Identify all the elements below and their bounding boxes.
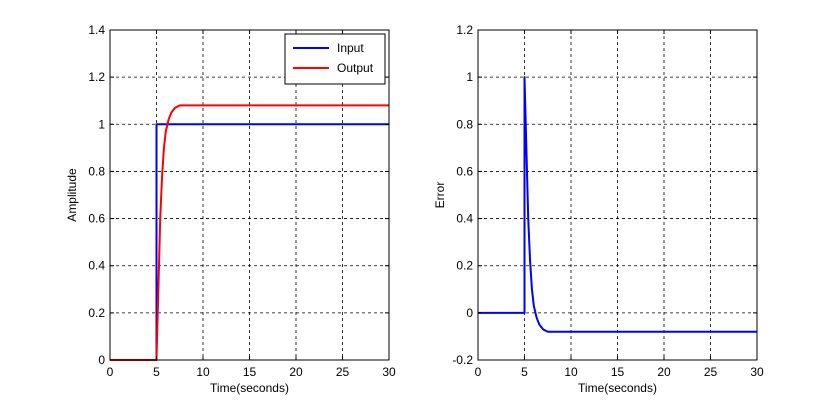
x-axis-label: Time(seconds) xyxy=(578,381,657,395)
x-tick-label: 0 xyxy=(475,365,482,379)
x-axis-label: Time(seconds) xyxy=(210,381,289,395)
x-tick-label: 30 xyxy=(382,365,396,379)
y-tick-label: 0.4 xyxy=(88,259,105,273)
y-axis-label: Amplitude xyxy=(65,168,79,222)
x-tick-label: 5 xyxy=(521,365,528,379)
x-tick-label: 20 xyxy=(289,365,303,379)
x-tick-label: 10 xyxy=(564,365,578,379)
y-tick-label: 1.2 xyxy=(456,23,473,37)
series-line-error xyxy=(478,76,757,333)
y-tick-label: 0 xyxy=(98,353,105,367)
legend-box xyxy=(284,33,386,85)
chart-1: 0 5 10 15 20 25 30 0 0.2 0.4 0.6 0.8 1 1.2 1.4 Time(sec… xyxy=(65,23,396,395)
y-tick-label: 0.2 xyxy=(456,259,473,273)
x-tick-label: 30 xyxy=(750,365,764,379)
y-tick-label: 0 xyxy=(466,306,473,320)
y-tick-label: 0.8 xyxy=(456,117,473,131)
y-tick-label: 0.4 xyxy=(456,212,473,226)
x-tick-label: 15 xyxy=(243,365,257,379)
x-tick-label: 25 xyxy=(704,365,718,379)
y-tick-label: 0.6 xyxy=(456,164,473,178)
x-tick-label: 20 xyxy=(657,365,671,379)
y-tick-label: 1.2 xyxy=(88,70,105,84)
series-line-output xyxy=(110,104,389,361)
x-tick-label: 0 xyxy=(107,365,114,379)
x-tick-label: 10 xyxy=(196,365,210,379)
x-tick-label: 25 xyxy=(336,365,350,379)
y-axis-label: Error xyxy=(433,182,447,209)
y-tick-label: 0.2 xyxy=(88,306,105,320)
y-tick-label: 1.4 xyxy=(88,23,105,37)
y-tick-label: 1 xyxy=(98,117,105,131)
y-tick-label: 0.6 xyxy=(88,212,105,226)
x-tick-label: 5 xyxy=(153,365,160,379)
y-tick-label: 0.8 xyxy=(88,164,105,178)
legend: Input Output xyxy=(284,33,386,85)
y-tick-label: 1 xyxy=(466,70,473,84)
legend-label-output: Output xyxy=(337,61,374,75)
chart-2: 0 5 10 15 20 25 30-0.200.20.40.60.811.2Time(se… xyxy=(433,23,764,395)
x-tick-label: 15 xyxy=(611,365,625,379)
legend-label-input: Input xyxy=(337,41,364,55)
y-tick-label: -0.2 xyxy=(452,353,473,367)
